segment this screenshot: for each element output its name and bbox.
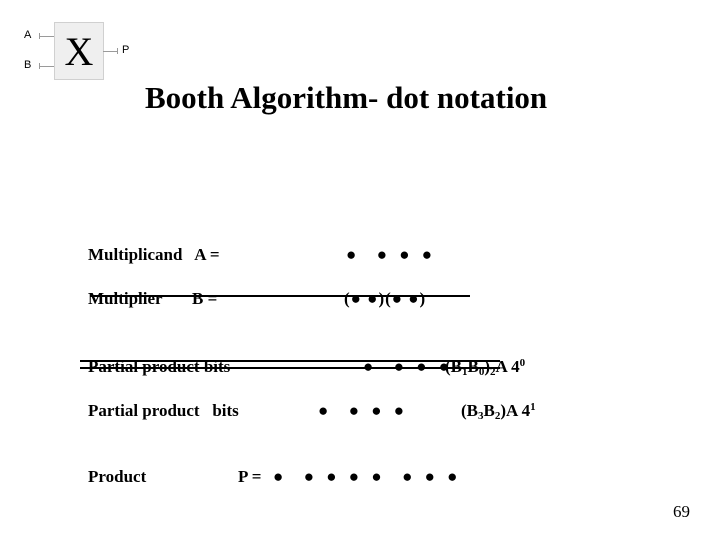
pp2-annotation: (B3B2)A 41 — [461, 401, 536, 421]
row-multiplicand: Multiplicand A = ● ● ● ● — [88, 245, 648, 267]
pin-b-label: B — [24, 59, 31, 71]
pin-b-end — [39, 63, 40, 69]
product-dots: ● ● ● ● ● ● ● ● — [273, 467, 461, 487]
row-product: Product P = ● ● ● ● ● ● ● ● — [88, 467, 648, 489]
pin-p-line — [103, 51, 117, 52]
pp2-label: Partial product bits — [88, 401, 239, 421]
pin-b-line — [40, 66, 54, 67]
multiplicand-label: Multiplicand A = — [88, 245, 220, 265]
product-eq: P = — [238, 467, 261, 487]
pin-a-label: A — [24, 29, 31, 41]
page-title: Booth Algorithm- dot notation — [145, 80, 547, 116]
product-label: Product — [88, 467, 146, 487]
multiplier-box: X — [54, 22, 104, 80]
multiplier-label: Multiplier B = — [88, 289, 217, 309]
page-number: 69 — [673, 502, 690, 522]
dot-notation-table: Multiplicand A = ● ● ● ● Multiplier B = … — [88, 245, 648, 355]
multiplier-symbol: X — [65, 28, 94, 75]
pin-p-end — [117, 48, 118, 54]
multiplicand-dots: ● ● ● ● — [346, 245, 436, 265]
row-pp2: Partial product bits ● ● ● ● (B3B2)A 41 — [88, 401, 648, 423]
pp2-dots: ● ● ● ● — [318, 401, 408, 421]
pin-a-line — [40, 36, 54, 37]
pin-a-end — [39, 33, 40, 39]
multiplier-dots: (● ●)(● ●) — [344, 289, 426, 309]
multiplier-block: X A B P — [22, 18, 132, 88]
row-multiplier: Multiplier B = (● ●)(● ●) — [88, 289, 648, 311]
rule-double — [80, 360, 500, 369]
pin-p-label: P — [122, 44, 129, 56]
rule-after-inputs — [90, 295, 470, 297]
